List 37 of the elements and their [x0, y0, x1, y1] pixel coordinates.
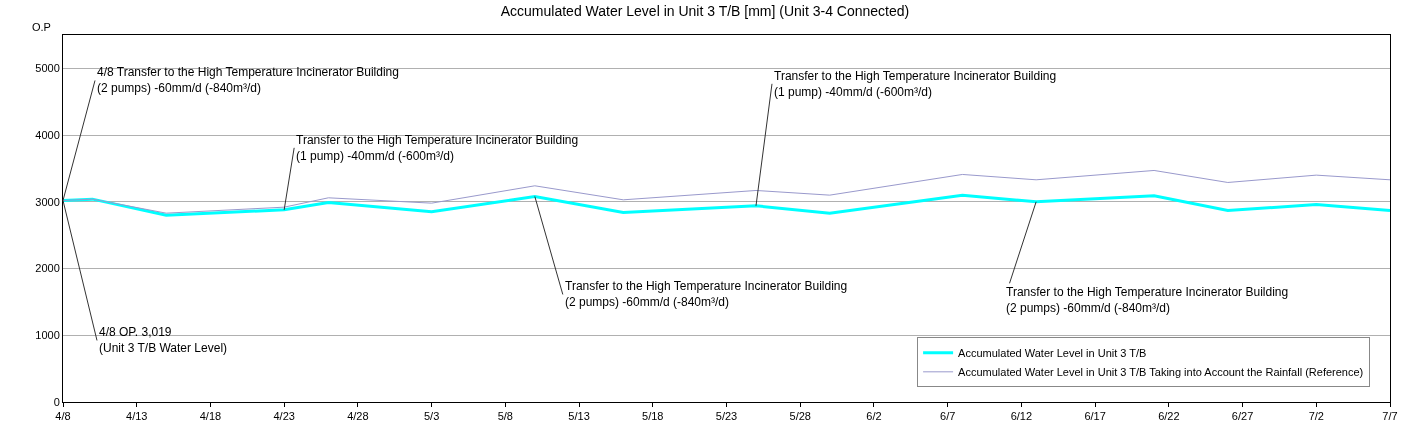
x-tick-label: 4/28 — [347, 410, 369, 423]
line-series — [63, 169, 1390, 214]
y-tick-label: 1000 — [35, 329, 60, 342]
y-tick-label: 3000 — [35, 195, 60, 208]
annotation: Transfer to the High Temperature Incinerator Building (2 pumps) -60mm/d (-840m³/d) — [565, 279, 848, 309]
x-tick-label: 4/23 — [273, 410, 295, 423]
x-tick-label: 5/13 — [568, 410, 590, 423]
x-tick-label: 6/27 — [1231, 410, 1254, 423]
legend-label: Accumulated Water Level in Unit 3 T/B Taking into Account the Rainfall (Reference) — [958, 366, 1364, 379]
legend-label: Accumulated Water Level in Unit 3 T/B — [958, 347, 1147, 360]
x-tick-label: 6/2 — [866, 410, 882, 423]
annotation: Transfer to the High Temperature Incinerator Building (2 pumps) -60mm/d (-840m³/d) — [1006, 285, 1289, 315]
x-tick-label: 6/17 — [1084, 410, 1106, 423]
y-tick-label: 4000 — [35, 128, 60, 141]
x-tick-label: 4/8 — [55, 410, 71, 423]
x-tick-label: 6/12 — [1010, 410, 1033, 423]
x-tick-label: 7/2 — [1308, 410, 1324, 423]
y-tick-label: 0 — [53, 395, 60, 408]
y-axis-title: O.P — [32, 21, 51, 33]
annotation: Transfer to the High Temperature Incinerator Building (1 pump) -40mm/d (-600m³/d) — [774, 69, 1057, 99]
x-tick-label: 5/28 — [789, 410, 811, 423]
x-tick-label: 5/23 — [715, 410, 738, 423]
x-tick-label: 4/13 — [126, 410, 148, 423]
chart-title: Accumulated Water Level in Unit 3 T/B [mm] (Unit 3-4 Connected) — [500, 3, 910, 20]
annotation: 4/8 Transfer to the High Temperature Incinerator Building (2 pumps) -60mm/d (-840m³/d) — [97, 65, 399, 95]
x-tick-label: 5/8 — [497, 410, 513, 423]
line-series — [63, 193, 1390, 217]
x-tick-label: 6/7 — [940, 410, 956, 423]
annotation: Transfer to the High Temperature Incinerator Building (1 pump) -40mm/d (-600m³/d) — [296, 133, 579, 163]
y-tick-label: 2000 — [35, 262, 60, 275]
x-tick-label: 6/22 — [1158, 410, 1180, 423]
annotation: 4/8 OP. 3,019 (Unit 3 T/B Water Level) — [99, 325, 228, 355]
x-tick-label: 5/3 — [423, 410, 440, 423]
y-tick-label: 5000 — [35, 62, 60, 75]
x-tick-label: 7/7 — [1382, 410, 1398, 423]
x-tick-label: 4/18 — [199, 410, 222, 423]
x-tick-label: 5/18 — [642, 410, 664, 423]
